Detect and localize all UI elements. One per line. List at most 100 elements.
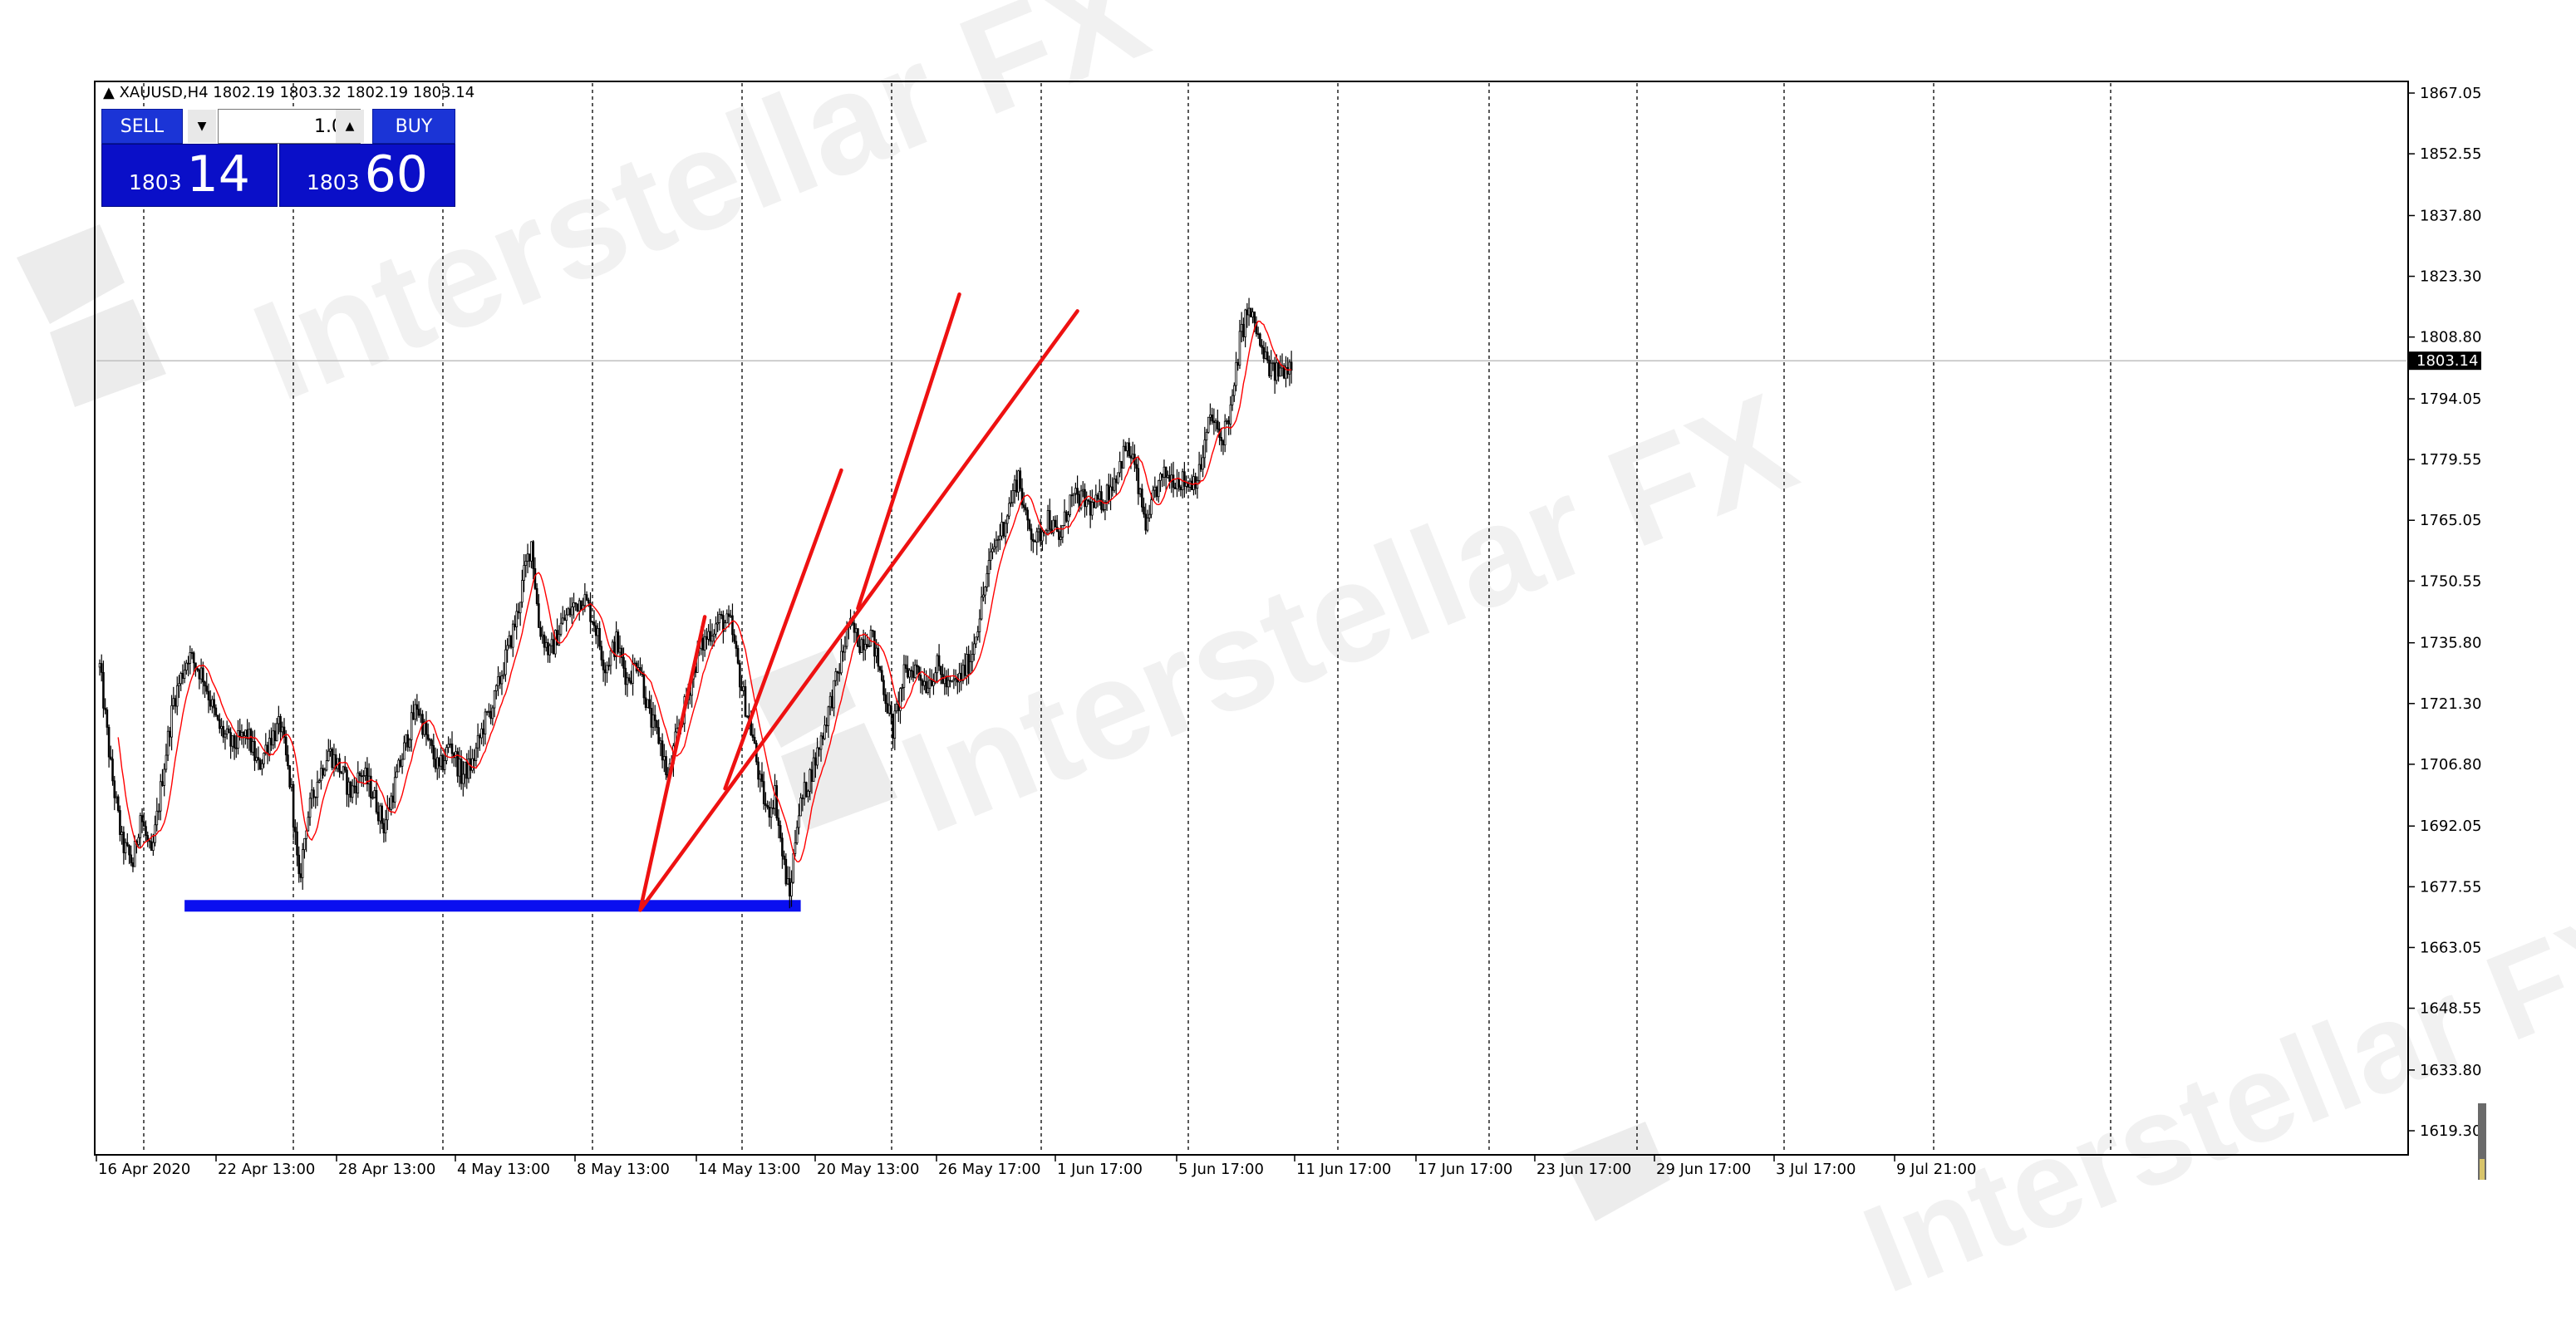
candle [892, 713, 894, 749]
candle [1288, 359, 1291, 386]
y-tick-label: 1677.55 [2420, 878, 2481, 896]
candle [163, 763, 166, 797]
candle [607, 657, 611, 671]
candle [467, 749, 470, 783]
candle [130, 845, 133, 867]
candle [279, 714, 282, 741]
candle [740, 675, 743, 691]
candle [720, 611, 723, 620]
buy-button[interactable]: BUY [372, 109, 455, 144]
candle [764, 792, 767, 813]
candle [1246, 302, 1249, 328]
candle [784, 853, 788, 886]
candle [899, 687, 902, 724]
candle [331, 747, 334, 771]
candle [102, 660, 105, 718]
candle [946, 668, 950, 697]
x-tick-label: 29 Jun 17:00 [1656, 1161, 1751, 1178]
time-axis[interactable]: 16 Apr 2020 22 Apr 13:00 28 Apr 13:00 4 May… [96, 1155, 1977, 1178]
plot-frame [94, 81, 2409, 1156]
candle [222, 720, 225, 744]
trendline[interactable] [638, 309, 1079, 912]
candle [995, 531, 998, 555]
candle [980, 587, 983, 621]
candle [1085, 491, 1089, 516]
candle [650, 695, 653, 738]
candle [582, 597, 584, 616]
candle [284, 729, 288, 762]
candle [1089, 489, 1092, 528]
candle [314, 796, 317, 809]
candle [615, 621, 617, 670]
candle [563, 610, 566, 621]
candle [574, 602, 578, 611]
candle [1233, 382, 1236, 402]
buy-price-button[interactable]: 1803 60 [279, 144, 455, 207]
candle [544, 636, 548, 652]
candle [493, 690, 496, 718]
candle [125, 832, 129, 847]
candle [155, 798, 159, 832]
candle [137, 833, 140, 849]
candle [1192, 469, 1195, 496]
candle [639, 657, 642, 676]
candle [240, 724, 243, 745]
candle [1114, 475, 1118, 496]
lots-decrease-icon[interactable]: ▼ [188, 110, 216, 143]
y-tick-label: 1852.55 [2420, 145, 2481, 163]
candle [214, 704, 218, 718]
candle [261, 759, 263, 776]
candle [430, 738, 433, 754]
candle [216, 715, 219, 722]
price-axis[interactable]: 1867.05 1852.55 1837.80 1823.30 1808.80 1794.… [2408, 85, 2481, 1140]
x-tick-label: 26 May 17:00 [938, 1161, 1040, 1178]
candle [299, 862, 302, 883]
candle [809, 768, 811, 801]
candle [325, 749, 328, 772]
price-chart[interactable]: 1867.05 1852.55 1837.80 1823.30 1808.80 1794.… [0, 0, 2576, 1254]
candle [340, 770, 343, 774]
candle [790, 870, 793, 907]
y-tick-label: 1765.05 [2420, 512, 2481, 529]
candle [218, 713, 221, 734]
candle [128, 844, 130, 865]
candle [869, 625, 873, 647]
candle [253, 729, 256, 771]
candle [1100, 485, 1103, 513]
candle [1155, 485, 1158, 501]
candle [795, 820, 799, 845]
candle [115, 791, 118, 804]
trendline[interactable] [856, 292, 961, 611]
candle [185, 660, 188, 675]
candle [196, 667, 199, 672]
lots-increase-icon[interactable]: ▲ [336, 110, 364, 143]
candle [1010, 489, 1012, 508]
candle [1164, 466, 1168, 490]
candle [1236, 358, 1240, 371]
candle [543, 631, 546, 656]
candle [504, 640, 507, 682]
support-zone[interactable] [184, 900, 801, 912]
candle [838, 663, 841, 682]
candle [821, 732, 824, 746]
candle [1183, 462, 1186, 498]
candle [360, 769, 363, 788]
symbol-info-text: XAUUSD,H4 1802.19 1803.32 1802.19 1803.1… [119, 84, 475, 101]
candle [759, 770, 762, 793]
collapse-triangle-icon[interactable]: ▲ [103, 84, 120, 101]
candle [798, 803, 800, 835]
candle [803, 772, 806, 806]
sell-button[interactable]: SELL [101, 109, 183, 144]
trendline[interactable] [638, 615, 707, 912]
candle [1026, 507, 1029, 532]
scrollbar-indicator[interactable] [2478, 1103, 2486, 1180]
trendline[interactable] [723, 468, 843, 791]
candle [370, 768, 372, 808]
candle [548, 643, 551, 663]
candle [426, 723, 430, 742]
candle [960, 662, 963, 691]
sell-price-button[interactable]: 1803 14 [101, 144, 278, 207]
candle [1266, 346, 1269, 364]
candle [1264, 341, 1267, 360]
